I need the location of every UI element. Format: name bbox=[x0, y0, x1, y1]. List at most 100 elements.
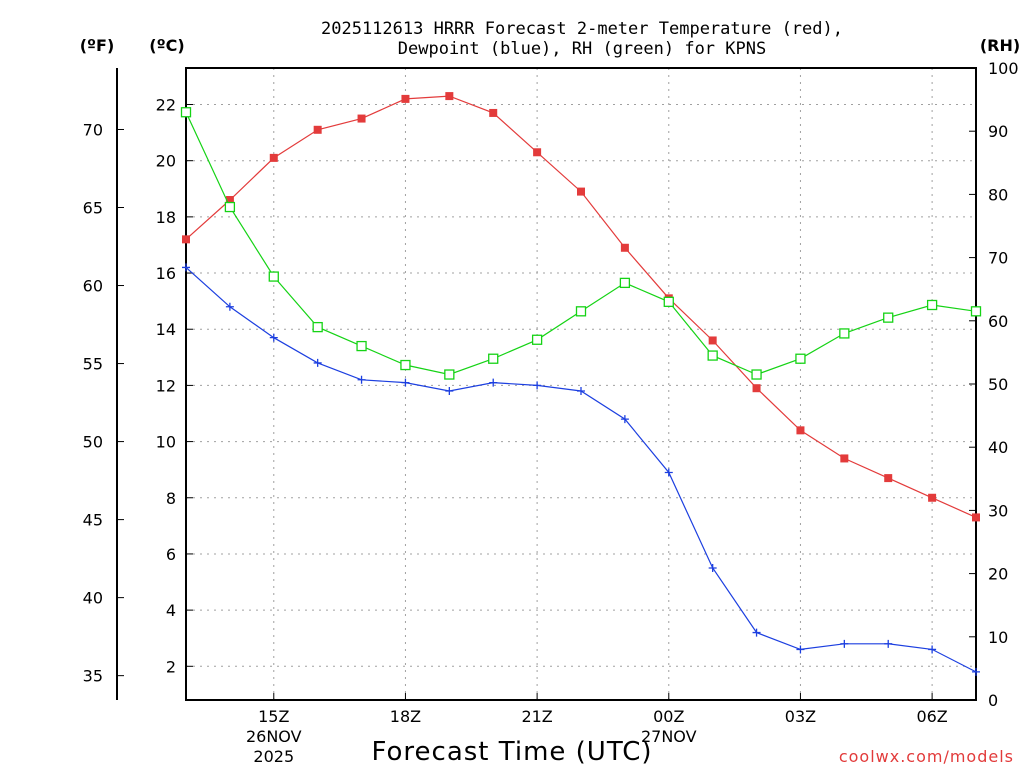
celsius-tick-label: 18 bbox=[156, 208, 176, 227]
rh-tick-label: 30 bbox=[988, 501, 1008, 520]
celsius-unit-label: (ºC) bbox=[149, 36, 184, 55]
rh-axis: 0 10 20 30 40 50 60 70 80 90 100 bbox=[969, 59, 1019, 710]
temperature-series bbox=[182, 92, 980, 522]
fahrenheit-tick-label: 35 bbox=[83, 667, 103, 686]
rh-point bbox=[224, 201, 236, 213]
fahrenheit-unit-label: (ºF) bbox=[80, 36, 115, 55]
rh-point bbox=[356, 340, 367, 352]
dewpoint-point bbox=[313, 358, 322, 367]
temperature-point bbox=[620, 243, 629, 252]
rh-point bbox=[444, 369, 455, 380]
fahrenheit-tick-label: 40 bbox=[83, 589, 103, 608]
celsius-tick-label: 8 bbox=[166, 489, 176, 508]
temperature-point bbox=[972, 513, 980, 522]
dewpoint-point bbox=[445, 387, 454, 396]
time-date-label: 27NOV bbox=[641, 727, 697, 746]
rh-point bbox=[400, 359, 411, 371]
rh-point bbox=[180, 107, 192, 118]
temperature-point bbox=[796, 426, 805, 435]
dewpoint-point bbox=[840, 639, 849, 648]
temperature-point bbox=[708, 336, 717, 345]
rh-line bbox=[185, 111, 977, 376]
time-tick-label: 06Z bbox=[916, 707, 947, 726]
rh-point bbox=[488, 353, 499, 364]
series-layer bbox=[180, 92, 982, 676]
fahrenheit-tick-label: 50 bbox=[83, 433, 103, 452]
gridlines bbox=[186, 68, 976, 700]
dewpoint-point bbox=[489, 378, 498, 387]
temperature-point bbox=[269, 153, 278, 162]
temperature-point bbox=[225, 196, 234, 205]
temperature-point bbox=[357, 114, 366, 123]
time-tick-label: 00Z bbox=[653, 707, 684, 726]
celsius-tick-label: 22 bbox=[156, 96, 176, 115]
rh-tick-label: 60 bbox=[988, 312, 1008, 331]
rh-point bbox=[795, 353, 806, 364]
temperature-point bbox=[752, 384, 761, 393]
celsius-tick-label: 14 bbox=[156, 320, 176, 339]
time-date-label: 26NOV bbox=[246, 727, 302, 746]
dewpoint-point bbox=[664, 468, 673, 477]
rh-point bbox=[619, 277, 631, 289]
fahrenheit-tick-label: 55 bbox=[83, 355, 103, 374]
dewpoint-point bbox=[533, 381, 542, 390]
fahrenheit-tick-label: 45 bbox=[83, 511, 103, 530]
rh-point bbox=[663, 296, 674, 307]
x-axis-title: Forecast Time (UTC) bbox=[371, 737, 652, 767]
dewpoint-point bbox=[752, 628, 761, 637]
time-year-label: 2025 bbox=[253, 747, 294, 766]
rh-tick-label: 50 bbox=[988, 375, 1008, 394]
fahrenheit-axis: 35 40 45 50 55 60 65 70 bbox=[83, 120, 124, 686]
temperature-point bbox=[313, 125, 322, 134]
temperature-point bbox=[489, 108, 498, 117]
celsius-axis: 2 4 6 8 10 12 14 16 18 20 22 bbox=[156, 96, 193, 676]
temperature-point bbox=[928, 493, 937, 502]
temperature-point bbox=[840, 454, 849, 463]
time-tick-label: 03Z bbox=[785, 707, 816, 726]
rh-tick-label: 20 bbox=[988, 565, 1008, 584]
celsius-tick-label: 2 bbox=[166, 657, 176, 676]
temperature-point bbox=[884, 474, 893, 483]
rh-point bbox=[531, 334, 543, 345]
time-tick-label: 15Z bbox=[258, 707, 289, 726]
celsius-tick-label: 12 bbox=[156, 376, 176, 395]
dewpoint-point bbox=[577, 387, 585, 396]
temperature-point bbox=[577, 187, 585, 196]
dewpoint-point bbox=[269, 333, 278, 342]
rh-tick-label: 100 bbox=[988, 59, 1019, 78]
temperature-point bbox=[182, 235, 190, 244]
rh-point bbox=[839, 328, 850, 339]
chart-title-line-2: Dewpoint (blue), RH (green) for KPNS bbox=[398, 39, 766, 59]
rh-point bbox=[707, 350, 718, 361]
rh-point bbox=[883, 312, 894, 323]
fahrenheit-tick-label: 60 bbox=[83, 277, 103, 296]
celsius-tick-label: 4 bbox=[166, 601, 176, 620]
celsius-tick-label: 20 bbox=[156, 152, 176, 171]
rh-unit-label: (RH) bbox=[980, 36, 1020, 55]
rh-series bbox=[180, 107, 982, 380]
rh-tick-label: 80 bbox=[988, 185, 1008, 204]
fahrenheit-tick-label: 65 bbox=[83, 199, 103, 218]
dewpoint-point bbox=[796, 645, 805, 654]
dewpoint-point bbox=[182, 263, 190, 272]
celsius-tick-label: 16 bbox=[156, 264, 176, 283]
plot-frame bbox=[185, 67, 977, 701]
rh-tick-label: 10 bbox=[988, 628, 1008, 647]
rh-point bbox=[970, 306, 982, 317]
rh-point bbox=[751, 369, 762, 380]
chart-title-line-1: 2025112613 HRRR Forecast 2-meter Tempera… bbox=[321, 19, 843, 39]
rh-point bbox=[926, 299, 938, 311]
dewpoint-point bbox=[708, 563, 717, 572]
dewpoint-point bbox=[928, 645, 937, 654]
dewpoint-point bbox=[401, 378, 410, 387]
source-credit: coolwx.com/models bbox=[839, 747, 1014, 766]
rh-point bbox=[575, 306, 587, 317]
dewpoint-point bbox=[620, 415, 629, 424]
rh-point bbox=[268, 271, 279, 282]
rh-tick-label: 0 bbox=[988, 691, 998, 710]
temperature-point bbox=[401, 94, 410, 103]
rh-tick-label: 40 bbox=[988, 438, 1008, 457]
celsius-tick-label: 10 bbox=[156, 433, 176, 452]
